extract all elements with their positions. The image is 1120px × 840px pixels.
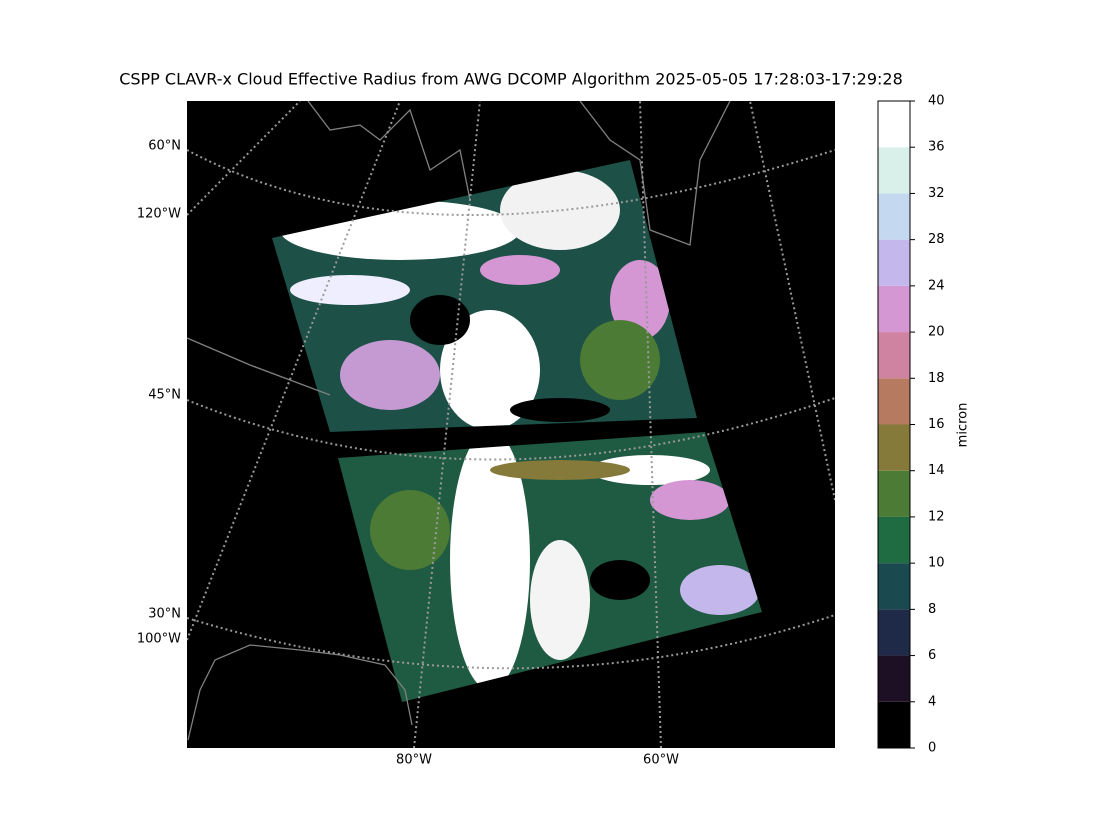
- colorbar-tick-label: 28: [928, 232, 945, 247]
- map: [187, 101, 835, 748]
- colorbar-tick-label: 18: [928, 371, 945, 386]
- colorbar-label: micron: [956, 403, 971, 448]
- colorbar-tick-label: 14: [928, 463, 945, 478]
- colorbar-tick-label: 12: [928, 509, 945, 524]
- colorbar-tick-label: 40: [928, 94, 945, 109]
- lat-label: 60°N: [148, 139, 181, 154]
- colorbar-tick-label: 10: [928, 556, 945, 571]
- colorbar-segment: [878, 470, 910, 517]
- colorbar-tick-label: 32: [928, 186, 945, 201]
- swath-south: [338, 432, 762, 702]
- colorbar-tick-label: 8: [928, 602, 936, 617]
- colorbar-segment: [878, 655, 910, 702]
- lon-label: 100°W: [137, 632, 181, 647]
- colorbar-tick-label: 4: [928, 694, 936, 709]
- colorbar-tick-label: 0: [928, 741, 936, 756]
- title: CSPP CLAVR-x Cloud Effective Radius from…: [119, 70, 903, 89]
- colorbar-segment: [878, 609, 910, 656]
- colorbar-segment: [878, 378, 910, 425]
- colorbar-segment: [878, 285, 910, 333]
- graticule-labels: 60°N 45°N 30°N 120°W 100°W 80°W 60°W: [137, 139, 679, 768]
- lon-label: 120°W: [137, 207, 181, 222]
- lat-label: 45°N: [148, 388, 181, 403]
- colorbar-segment: [878, 332, 910, 379]
- colorbar-tick-label: 36: [928, 140, 945, 155]
- colorbar-tick-label: 16: [928, 417, 945, 432]
- colorbar-tick-label: 20: [928, 325, 945, 340]
- colorbar-segment: [878, 563, 910, 610]
- colorbar-segment: [878, 424, 910, 471]
- colorbar-segment: [878, 147, 910, 194]
- colorbar-segment: [878, 101, 910, 148]
- colorbar-tick-label: 24: [928, 278, 945, 293]
- colorbar-tick-label: 6: [928, 648, 936, 663]
- lon-label: 80°W: [396, 753, 432, 768]
- colorbar-segment: [878, 193, 910, 240]
- lon-label: 60°W: [643, 753, 679, 768]
- colorbar-segment: [878, 516, 910, 564]
- colorbar-segment: [878, 239, 910, 286]
- colorbar-segment: [878, 701, 910, 748]
- lat-label: 30°N: [148, 607, 181, 622]
